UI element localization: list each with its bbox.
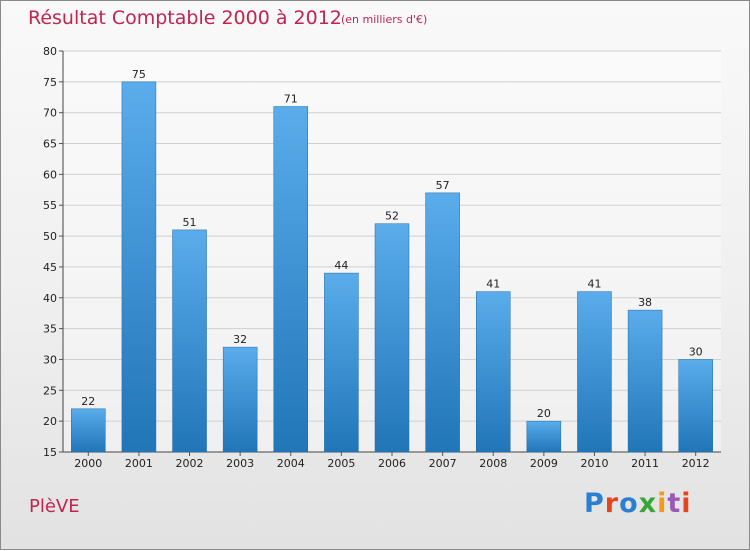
bar	[172, 229, 207, 453]
bar	[526, 420, 562, 453]
place-name: PlèVE	[29, 496, 80, 517]
y-tick-label: 30	[43, 353, 57, 366]
chart-subtitle: (en milliers d'€)	[341, 13, 428, 26]
x-tick-label: 2001	[125, 457, 153, 470]
bar-value-label: 52	[385, 210, 399, 223]
bar	[425, 192, 460, 453]
bar-value-label: 32	[233, 333, 247, 346]
bar-value-label: 71	[284, 93, 298, 106]
bar	[374, 223, 410, 453]
bar-value-label: 38	[638, 296, 652, 309]
bar	[678, 359, 713, 453]
bar	[475, 291, 511, 453]
y-tick-label: 45	[43, 261, 57, 274]
bar-value-label: 44	[334, 259, 348, 272]
bar-value-label: 75	[132, 68, 146, 81]
x-tick-label: 2002	[176, 457, 204, 470]
y-tick-label: 65	[43, 138, 57, 151]
y-tick-label: 80	[43, 45, 57, 58]
x-tick-label: 2006	[378, 457, 406, 470]
logo-letter: P	[584, 488, 605, 519]
y-tick-label: 35	[43, 323, 57, 336]
logo-letter: i	[681, 488, 692, 519]
bar-value-label: 41	[587, 278, 601, 291]
x-tick-label: 2010	[580, 457, 608, 470]
logo-letter: i	[657, 488, 668, 519]
bar-value-label: 41	[486, 278, 500, 291]
logo-letter: r	[604, 488, 620, 519]
bar-value-label: 22	[81, 395, 95, 408]
y-tick-label: 55	[43, 199, 57, 212]
x-tick-label: 2009	[530, 457, 558, 470]
x-tick-label: 2004	[277, 457, 305, 470]
logo-letter: t	[667, 488, 682, 519]
bar-value-label: 51	[183, 216, 197, 229]
y-tick-label: 60	[43, 168, 57, 181]
bar	[121, 81, 157, 453]
y-tick-label: 40	[43, 292, 57, 305]
bar-value-label: 20	[537, 407, 551, 420]
y-tick-label: 75	[43, 76, 57, 89]
y-tick-label: 50	[43, 230, 57, 243]
x-tick-label: 2005	[327, 457, 355, 470]
logo-letter: o	[619, 488, 639, 519]
y-tick-label: 20	[43, 415, 57, 428]
logo-letter: x	[638, 488, 658, 519]
chart-title: Résultat Comptable 2000 à 2012	[28, 7, 342, 29]
bar	[71, 408, 106, 453]
bar-value-label: 57	[436, 179, 450, 192]
bar	[222, 346, 258, 453]
proxiti-logo: Proxiti	[584, 488, 692, 519]
bar	[324, 272, 359, 453]
bar	[273, 106, 309, 453]
x-tick-label: 2003	[226, 457, 254, 470]
x-tick-label: 2000	[74, 457, 102, 470]
x-tick-label: 2007	[429, 457, 457, 470]
bar-value-label: 30	[689, 345, 703, 358]
bar	[627, 309, 663, 453]
x-tick-label: 2008	[479, 457, 507, 470]
y-tick-label: 25	[43, 384, 57, 397]
bar	[577, 291, 612, 453]
y-tick-label: 15	[43, 446, 57, 459]
x-tick-label: 2012	[682, 457, 710, 470]
y-tick-label: 70	[43, 107, 57, 120]
x-tick-label: 2011	[631, 457, 659, 470]
